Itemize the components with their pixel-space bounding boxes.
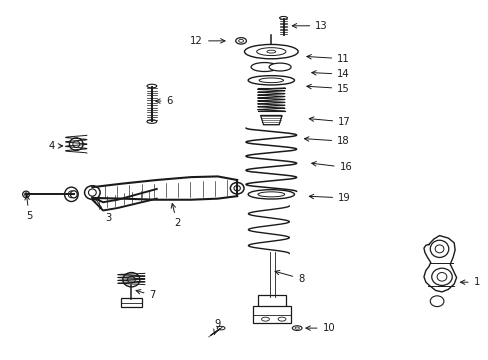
Ellipse shape: [217, 326, 224, 330]
Ellipse shape: [230, 183, 244, 194]
Ellipse shape: [429, 240, 448, 257]
Bar: [257, 295, 285, 307]
Ellipse shape: [431, 268, 451, 285]
Text: 7: 7: [136, 290, 156, 301]
Ellipse shape: [127, 276, 135, 283]
Ellipse shape: [279, 17, 287, 19]
Text: 15: 15: [306, 84, 349, 94]
Text: 16: 16: [311, 162, 352, 172]
Ellipse shape: [266, 50, 275, 53]
Ellipse shape: [122, 273, 140, 287]
Ellipse shape: [256, 48, 285, 55]
Text: 3: 3: [94, 198, 112, 222]
Text: 5: 5: [25, 195, 32, 221]
Ellipse shape: [238, 40, 243, 42]
Ellipse shape: [261, 317, 269, 321]
Ellipse shape: [68, 191, 74, 198]
Ellipse shape: [234, 185, 240, 191]
Ellipse shape: [22, 191, 29, 198]
Text: 17: 17: [309, 117, 350, 127]
Ellipse shape: [73, 141, 80, 147]
Text: 10: 10: [305, 323, 334, 333]
Ellipse shape: [24, 193, 27, 196]
Ellipse shape: [247, 190, 294, 199]
Ellipse shape: [70, 191, 77, 198]
Ellipse shape: [278, 317, 285, 321]
Text: 19: 19: [309, 193, 350, 203]
Ellipse shape: [244, 44, 298, 59]
Text: 18: 18: [304, 136, 349, 146]
Ellipse shape: [235, 38, 246, 44]
Text: 8: 8: [274, 270, 304, 284]
Bar: [252, 306, 290, 323]
Ellipse shape: [268, 63, 290, 71]
Ellipse shape: [147, 120, 157, 123]
Text: 14: 14: [311, 69, 349, 79]
Text: 4: 4: [48, 141, 62, 151]
Ellipse shape: [69, 138, 83, 150]
Ellipse shape: [429, 296, 443, 307]
Ellipse shape: [84, 186, 100, 199]
Ellipse shape: [250, 63, 277, 72]
Ellipse shape: [247, 76, 294, 85]
Ellipse shape: [88, 189, 96, 196]
Text: 9: 9: [213, 319, 220, 335]
Text: 12: 12: [190, 36, 224, 46]
Bar: [121, 298, 142, 307]
Ellipse shape: [294, 327, 299, 329]
Ellipse shape: [259, 78, 283, 83]
Text: 6: 6: [155, 96, 172, 106]
Text: 2: 2: [171, 203, 180, 228]
Text: 1: 1: [460, 277, 479, 287]
Ellipse shape: [292, 326, 302, 330]
Text: 11: 11: [306, 54, 349, 64]
Ellipse shape: [257, 192, 284, 197]
Ellipse shape: [64, 187, 78, 202]
Polygon shape: [260, 116, 282, 125]
Ellipse shape: [434, 245, 443, 253]
Text: 13: 13: [292, 21, 327, 31]
Ellipse shape: [147, 84, 157, 88]
Ellipse shape: [436, 273, 446, 281]
